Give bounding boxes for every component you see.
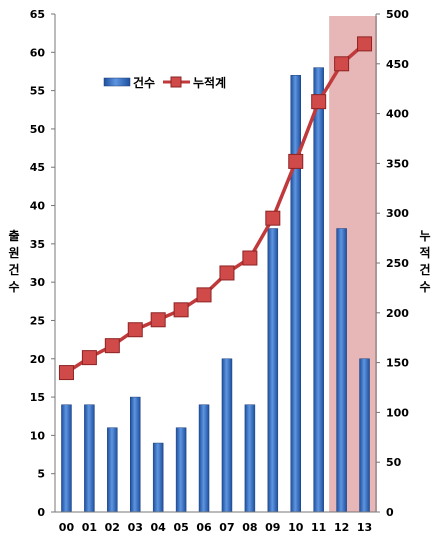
- tick-label-left: 30: [30, 276, 46, 289]
- point-13: [357, 36, 373, 52]
- point-10: [288, 153, 304, 169]
- tick-label-left: 60: [30, 46, 46, 59]
- tick-label-left: 10: [30, 429, 46, 442]
- bar-09: [267, 228, 279, 513]
- bar-07: [221, 358, 233, 513]
- y-axis-right-label: 누적건수: [419, 229, 431, 294]
- tick-label-x: 05: [173, 521, 188, 534]
- tick-label-left: 5: [37, 468, 45, 481]
- point-12: [334, 56, 350, 72]
- tick-label-left: 50: [30, 123, 46, 136]
- tick-label-x: 02: [105, 521, 120, 534]
- tick-label-x: 04: [151, 521, 167, 534]
- bar-00: [61, 404, 72, 513]
- tick-label-left: 55: [30, 85, 45, 98]
- point-03: [127, 322, 143, 338]
- point-09: [265, 210, 281, 226]
- tick-label-left: 45: [30, 161, 45, 174]
- tick-label-left: 35: [30, 238, 45, 251]
- legend: 건수 누적계: [103, 75, 226, 90]
- tick-label-left: 40: [30, 200, 46, 213]
- tick-label-right: 150: [386, 357, 409, 370]
- point-02: [104, 338, 120, 354]
- tick-label-right: 300: [386, 207, 409, 220]
- tick-label-x: 10: [288, 521, 304, 534]
- bar-08: [244, 404, 256, 513]
- tick-label-left: 65: [30, 8, 45, 21]
- point-06: [196, 287, 212, 303]
- tick-label-x: 00: [59, 521, 75, 534]
- bar-06: [198, 404, 210, 513]
- bar-04: [152, 442, 164, 513]
- tick-label-x: 12: [334, 521, 349, 534]
- point-05: [173, 302, 189, 318]
- tick-label-x: 13: [357, 521, 372, 534]
- tick-label-right: 400: [386, 108, 409, 121]
- y-axis-left-label: 출원건수: [8, 229, 20, 294]
- tick-label-right: 450: [386, 58, 409, 71]
- point-07: [219, 265, 235, 281]
- tick-label-left: 20: [30, 353, 46, 366]
- tick-label-right: 500: [386, 8, 409, 21]
- point-11: [311, 94, 327, 110]
- point-00: [58, 365, 74, 381]
- bar-12: [336, 228, 347, 513]
- legend-marker-swatch: [170, 76, 182, 88]
- tick-label-right: 200: [386, 307, 409, 320]
- legend-bar-swatch: [103, 77, 131, 87]
- point-01: [81, 350, 97, 366]
- bar-05: [175, 427, 187, 513]
- tick-label-x: 09: [265, 521, 280, 534]
- bar-01: [84, 404, 95, 513]
- tick-label-right: 100: [386, 406, 409, 419]
- bar-10: [290, 75, 301, 513]
- tick-label-x: 07: [219, 521, 234, 534]
- tick-label-left: 25: [30, 314, 45, 327]
- tick-label-x: 08: [242, 521, 257, 534]
- tick-label-left: 15: [30, 391, 45, 404]
- tick-label-x: 01: [82, 521, 97, 534]
- bar-02: [107, 427, 118, 513]
- bar-11: [313, 67, 324, 513]
- bar-03: [130, 396, 141, 513]
- point-04: [150, 312, 166, 328]
- tick-label-x: 11: [311, 521, 326, 534]
- tick-label-x: 06: [196, 521, 212, 534]
- tick-label-right: 250: [386, 257, 409, 270]
- legend-label-bars: 건수: [133, 75, 155, 90]
- bar-13: [359, 358, 370, 513]
- tick-label-x: 03: [128, 521, 143, 534]
- tick-label-right: 50: [386, 456, 402, 469]
- tick-label-left: 0: [37, 506, 45, 519]
- highlight-band: [329, 16, 377, 512]
- legend-label-line: 누적계: [193, 75, 226, 90]
- tick-label-right: 0: [386, 506, 394, 519]
- tick-label-right: 350: [386, 157, 409, 170]
- point-08: [242, 250, 258, 266]
